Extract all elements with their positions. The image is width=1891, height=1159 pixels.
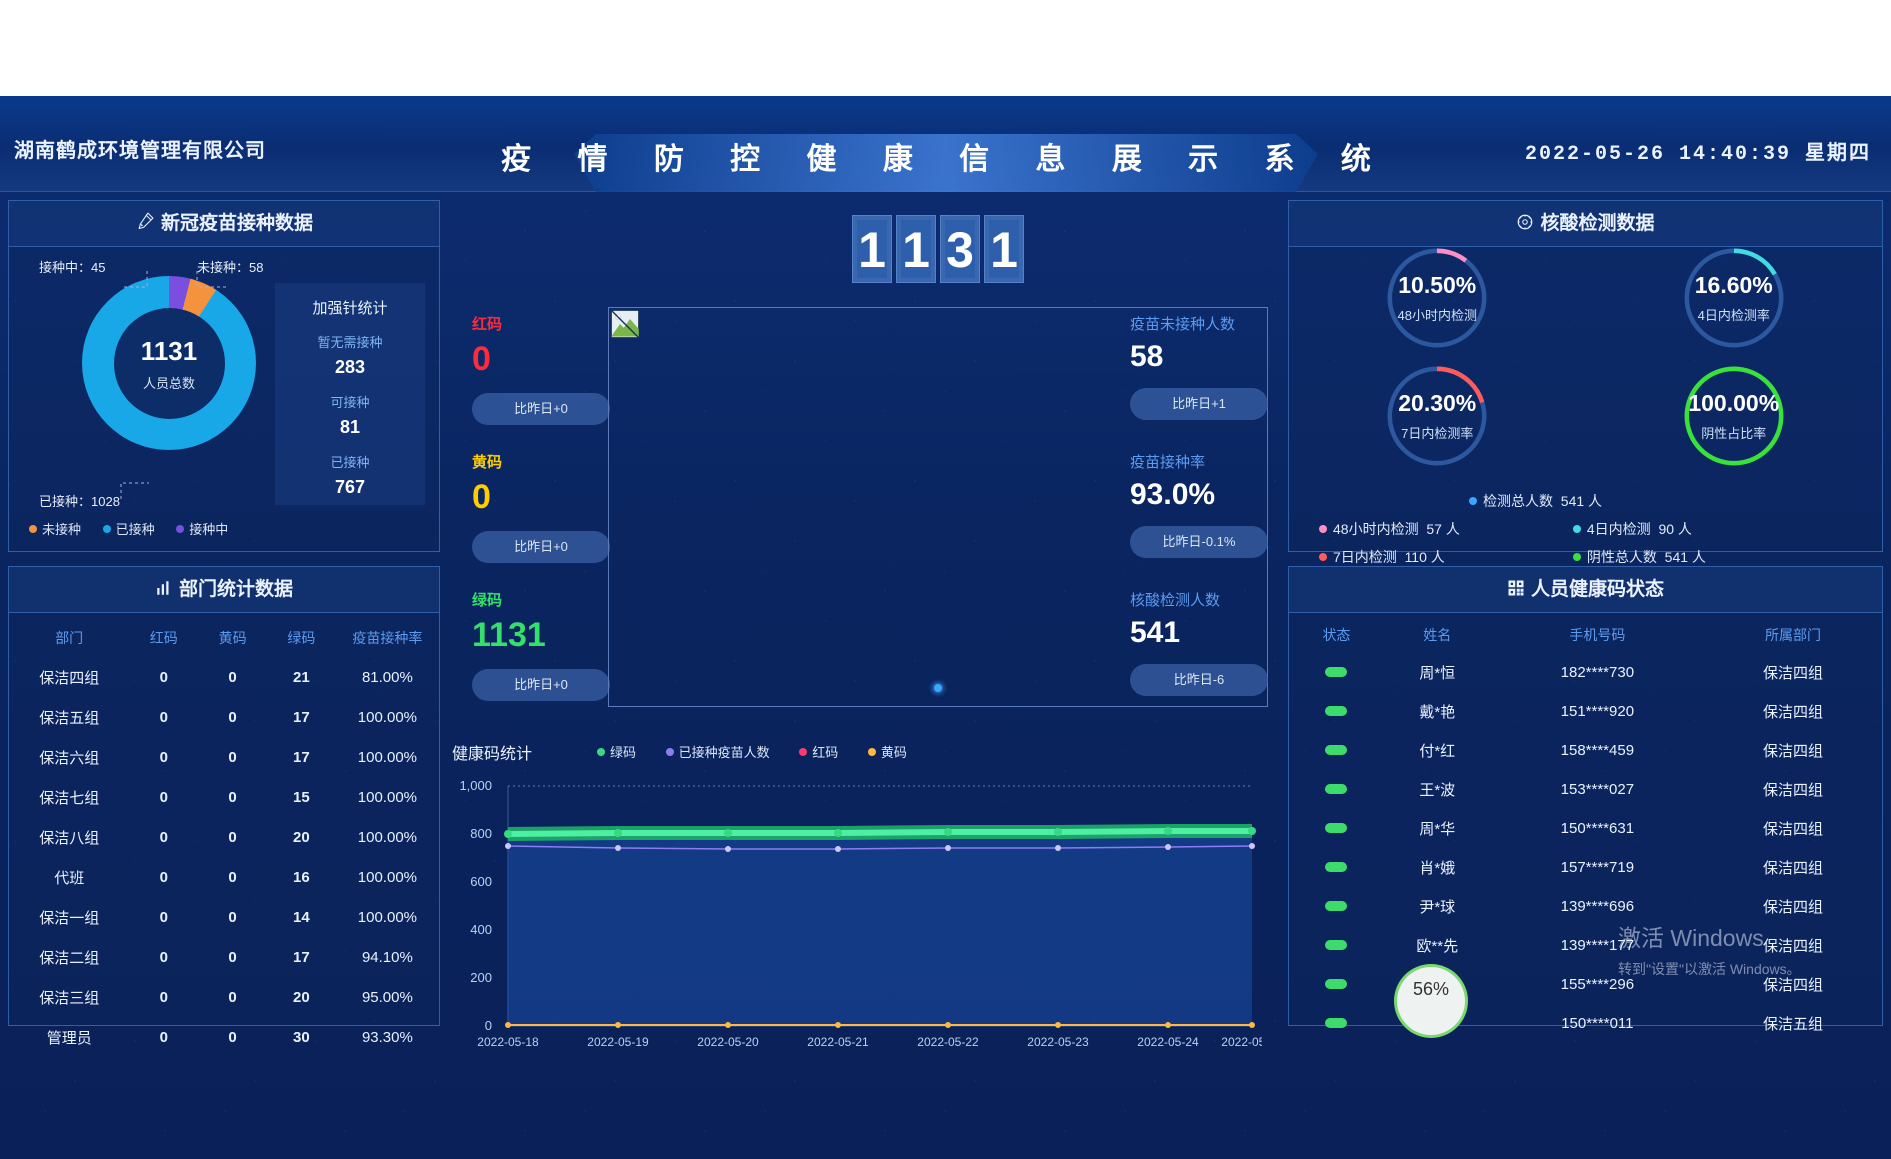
- svg-text:2022-05-25: 2022-05-25: [1221, 1035, 1262, 1049]
- svg-text:2022-05-19: 2022-05-19: [587, 1035, 649, 1049]
- svg-text:200: 200: [470, 970, 492, 985]
- svg-text:2022-05-18: 2022-05-18: [477, 1035, 539, 1049]
- svg-text:800: 800: [470, 826, 492, 841]
- svg-text:2022-05-20: 2022-05-20: [697, 1035, 759, 1049]
- svg-text:2022-05-24: 2022-05-24: [1137, 1035, 1199, 1049]
- svg-text:1,000: 1,000: [459, 778, 492, 793]
- svg-text:400: 400: [470, 922, 492, 937]
- svg-text:2022-05-21: 2022-05-21: [807, 1035, 869, 1049]
- svg-text:0: 0: [485, 1018, 492, 1033]
- svg-text:2022-05-23: 2022-05-23: [1027, 1035, 1089, 1049]
- svg-text:2022-05-22: 2022-05-22: [917, 1035, 979, 1049]
- svg-text:600: 600: [470, 874, 492, 889]
